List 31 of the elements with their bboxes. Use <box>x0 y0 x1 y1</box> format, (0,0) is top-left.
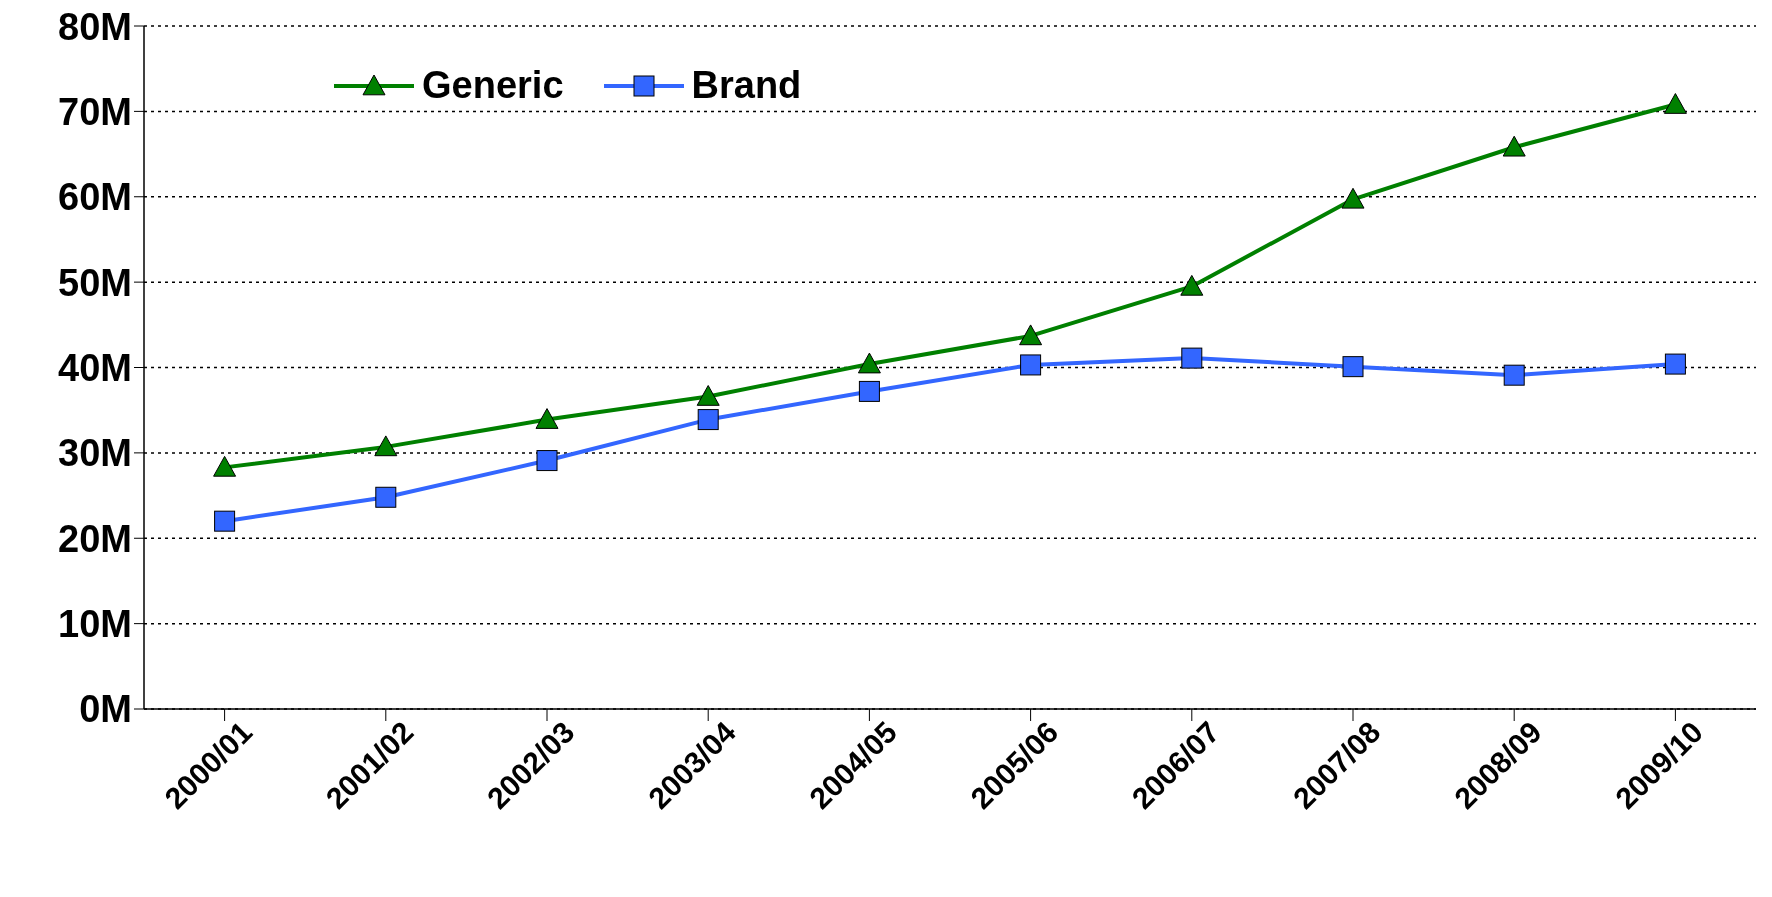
point <box>1503 364 1525 386</box>
point <box>214 510 236 532</box>
y-tick-label: 50M <box>58 261 132 304</box>
point <box>1180 274 1204 296</box>
point <box>857 352 881 374</box>
point <box>1181 347 1203 369</box>
y-tick-label: 70M <box>58 90 132 133</box>
y-tick-label: 60M <box>58 176 132 219</box>
y-tick-label: 80M <box>58 5 132 48</box>
y-tick-label: 0M <box>79 688 132 731</box>
y-tick-label: 20M <box>58 517 132 560</box>
point <box>1019 324 1043 346</box>
point <box>536 450 558 472</box>
point <box>1341 187 1365 209</box>
y-tick-label: 40M <box>58 346 132 389</box>
point <box>697 409 719 431</box>
point <box>1663 93 1687 114</box>
point <box>535 408 559 429</box>
point <box>696 385 720 406</box>
point <box>1502 135 1526 157</box>
point <box>374 435 398 457</box>
legend-label: Brand <box>691 64 802 107</box>
point <box>858 380 880 402</box>
point <box>375 486 397 508</box>
y-tick-label: 30M <box>58 432 132 475</box>
point <box>213 455 237 477</box>
point <box>1342 356 1364 378</box>
legend-label: Generic <box>422 64 564 107</box>
y-tick-label: 10M <box>58 603 132 646</box>
point <box>1664 353 1686 375</box>
point <box>1020 354 1042 376</box>
